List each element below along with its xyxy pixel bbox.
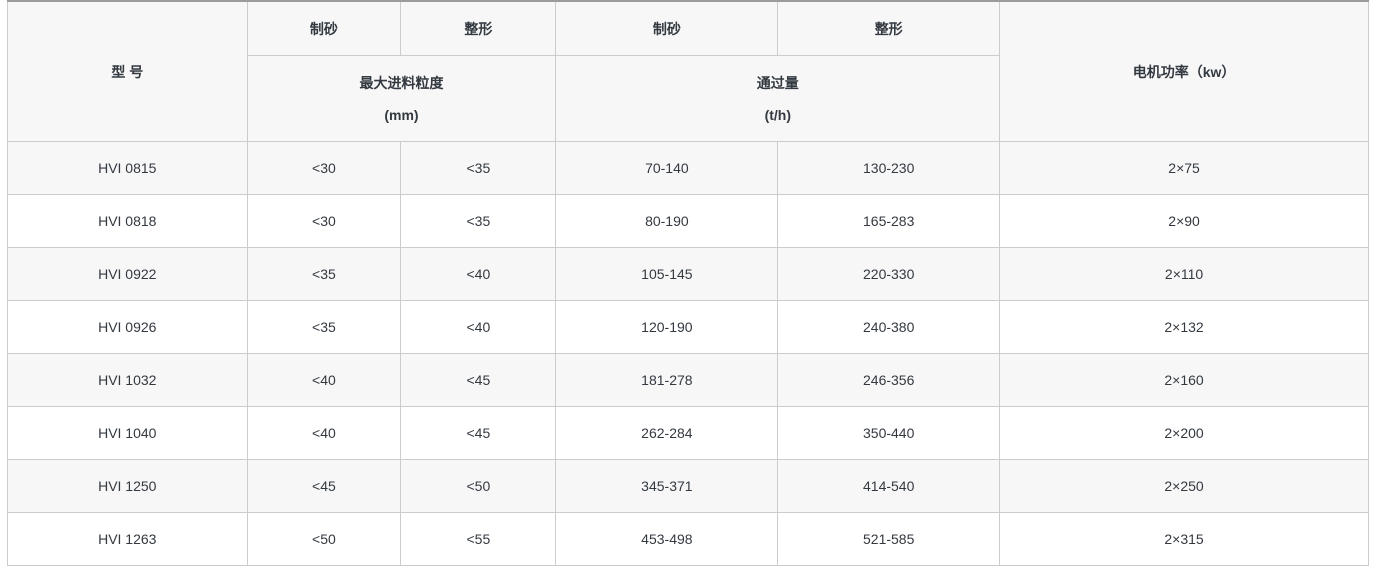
table-row: HVI 1032 <40 <45 181-278 246-356 2×160 — [7, 353, 1369, 407]
cell-throughput-sand: 262-284 — [555, 406, 779, 460]
cell-feed-sand: <35 — [246, 247, 402, 301]
cell-feed-sand: <40 — [246, 353, 402, 407]
cell-motor-power: 2×200 — [999, 406, 1369, 460]
header-max-feed-size-unit: (mm) — [384, 106, 419, 123]
header-throughput-shape: 整形 — [777, 0, 1001, 56]
cell-model: HVI 0818 — [7, 194, 248, 248]
cell-motor-power: 2×110 — [999, 247, 1369, 301]
cell-throughput-sand: 120-190 — [555, 300, 779, 354]
cell-throughput-shape: 240-380 — [777, 300, 1001, 354]
cell-throughput-shape: 414-540 — [777, 459, 1001, 513]
cell-throughput-shape: 521-585 — [777, 512, 1001, 566]
cell-model: HVI 1263 — [7, 512, 248, 566]
cell-model: HVI 0926 — [7, 300, 248, 354]
header-motor-power: 电机功率（kw） — [999, 0, 1369, 142]
table-header: 型 号 制砂 整形 制砂 整形 电机功率（kw） 最大进料粒度 (mm) — [7, 0, 1369, 142]
cell-feed-sand: <45 — [246, 459, 402, 513]
cell-motor-power: 2×75 — [999, 141, 1369, 195]
table-row: HVI 0815 <30 <35 70-140 130-230 2×75 — [7, 141, 1369, 195]
cell-throughput-sand: 70-140 — [555, 141, 779, 195]
cell-motor-power: 2×160 — [999, 353, 1369, 407]
cell-feed-shape: <35 — [400, 194, 557, 248]
table-row: HVI 0818 <30 <35 80-190 165-283 2×90 — [7, 194, 1369, 248]
cell-motor-power: 2×132 — [999, 300, 1369, 354]
table-body: HVI 0815 <30 <35 70-140 130-230 2×75 HVI… — [7, 141, 1369, 566]
cell-throughput-shape: 165-283 — [777, 194, 1001, 248]
cell-throughput-sand: 345-371 — [555, 459, 779, 513]
table-row: HVI 1040 <40 <45 262-284 350-440 2×200 — [7, 406, 1369, 460]
header-feed-sand: 制砂 — [246, 0, 402, 56]
cell-feed-sand: <30 — [246, 194, 402, 248]
header-max-feed-size: 最大进料粒度 (mm) — [246, 55, 557, 142]
cell-feed-sand: <40 — [246, 406, 402, 460]
table-row: HVI 1250 <45 <50 345-371 414-540 2×250 — [7, 459, 1369, 513]
cell-feed-shape: <45 — [400, 406, 557, 460]
cell-throughput-shape: 246-356 — [777, 353, 1001, 407]
cell-feed-shape: <35 — [400, 141, 557, 195]
table-row: HVI 0922 <35 <40 105-145 220-330 2×110 — [7, 247, 1369, 301]
cell-feed-sand: <35 — [246, 300, 402, 354]
header-throughput-title: 通过量 — [756, 74, 799, 91]
header-max-feed-size-title: 最大进料粒度 — [359, 74, 444, 91]
cell-model: HVI 1040 — [7, 406, 248, 460]
cell-feed-sand: <30 — [246, 141, 402, 195]
table-row: HVI 0926 <35 <40 120-190 240-380 2×132 — [7, 300, 1369, 354]
header-throughput: 通过量 (t/h) — [555, 55, 1001, 142]
cell-model: HVI 1250 — [7, 459, 248, 513]
cell-feed-shape: <45 — [400, 353, 557, 407]
cell-model: HVI 1032 — [7, 353, 248, 407]
header-model: 型 号 — [7, 0, 248, 142]
cell-model: HVI 0815 — [7, 141, 248, 195]
header-max-feed-size-block: 最大进料粒度 (mm) — [248, 67, 555, 131]
cell-motor-power: 2×90 — [999, 194, 1369, 248]
header-throughput-unit: (t/h) — [764, 106, 791, 123]
spec-table-container: 型 号 制砂 整形 制砂 整形 电机功率（kw） 最大进料粒度 (mm) — [7, 0, 1369, 566]
header-throughput-sand: 制砂 — [555, 0, 779, 56]
header-throughput-block: 通过量 (t/h) — [557, 67, 999, 131]
cell-feed-sand: <50 — [246, 512, 402, 566]
table-row: HVI 1263 <50 <55 453-498 521-585 2×315 — [7, 512, 1369, 566]
cell-throughput-shape: 350-440 — [777, 406, 1001, 460]
cell-feed-shape: <40 — [400, 247, 557, 301]
cell-feed-shape: <50 — [400, 459, 557, 513]
header-feed-shape: 整形 — [400, 0, 557, 56]
cell-motor-power: 2×315 — [999, 512, 1369, 566]
spec-table: 型 号 制砂 整形 制砂 整形 电机功率（kw） 最大进料粒度 (mm) — [7, 0, 1369, 566]
cell-throughput-sand: 453-498 — [555, 512, 779, 566]
cell-feed-shape: <55 — [400, 512, 557, 566]
header-row-sub: 型 号 制砂 整形 制砂 整形 电机功率（kw） — [7, 0, 1369, 142]
cell-throughput-sand: 105-145 — [555, 247, 779, 301]
cell-throughput-shape: 130-230 — [777, 141, 1001, 195]
cell-throughput-sand: 80-190 — [555, 194, 779, 248]
cell-model: HVI 0922 — [7, 247, 248, 301]
cell-feed-shape: <40 — [400, 300, 557, 354]
cell-throughput-shape: 220-330 — [777, 247, 1001, 301]
cell-motor-power: 2×250 — [999, 459, 1369, 513]
header-row-group: 最大进料粒度 (mm) 通过量 (t/h) — [8, 55, 1369, 142]
cell-throughput-sand: 181-278 — [555, 353, 779, 407]
